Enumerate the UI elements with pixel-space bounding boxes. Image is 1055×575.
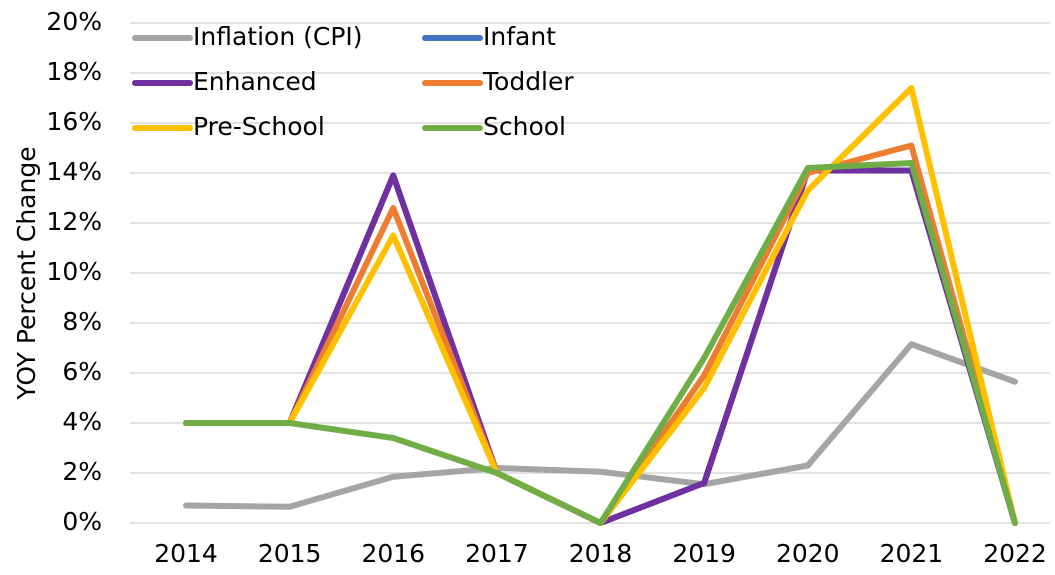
y-tick-label: 6% <box>62 357 102 386</box>
series-line <box>183 160 1018 526</box>
y-tick-label: 12% <box>46 207 102 236</box>
x-tick-label: 2021 <box>880 539 944 568</box>
legend-label: Toddler <box>482 67 574 96</box>
series-line <box>183 341 1018 510</box>
legend-label: Enhanced <box>193 67 317 96</box>
y-tick-label: 20% <box>46 7 102 36</box>
y-tick-label: 10% <box>46 257 102 286</box>
x-tick-label: 2018 <box>569 539 633 568</box>
x-tick-label: 2015 <box>258 539 322 568</box>
x-tick-label: 2016 <box>361 539 425 568</box>
y-axis-title: YOY Percent Change <box>12 146 41 400</box>
x-tick-label: 2014 <box>154 539 218 568</box>
legend-label: Infant <box>483 22 556 51</box>
y-tick-label: 4% <box>62 407 102 436</box>
y-tick-label: 2% <box>62 457 102 486</box>
x-tick-label: 2019 <box>672 539 736 568</box>
legend-label: School <box>483 112 566 141</box>
series-line <box>183 142 1018 526</box>
y-tick-label: 0% <box>62 507 102 536</box>
y-tick-label: 16% <box>46 107 102 136</box>
y-tick-label: 8% <box>62 307 102 336</box>
legend-label: Inflation (CPI) <box>193 22 363 51</box>
x-tick-label: 2017 <box>465 539 529 568</box>
legend-label: Pre-School <box>193 112 325 141</box>
x-tick-label: 2022 <box>983 539 1047 568</box>
x-tick-label: 2020 <box>776 539 840 568</box>
y-tick-label: 14% <box>46 157 102 186</box>
y-tick-label: 18% <box>46 57 102 86</box>
